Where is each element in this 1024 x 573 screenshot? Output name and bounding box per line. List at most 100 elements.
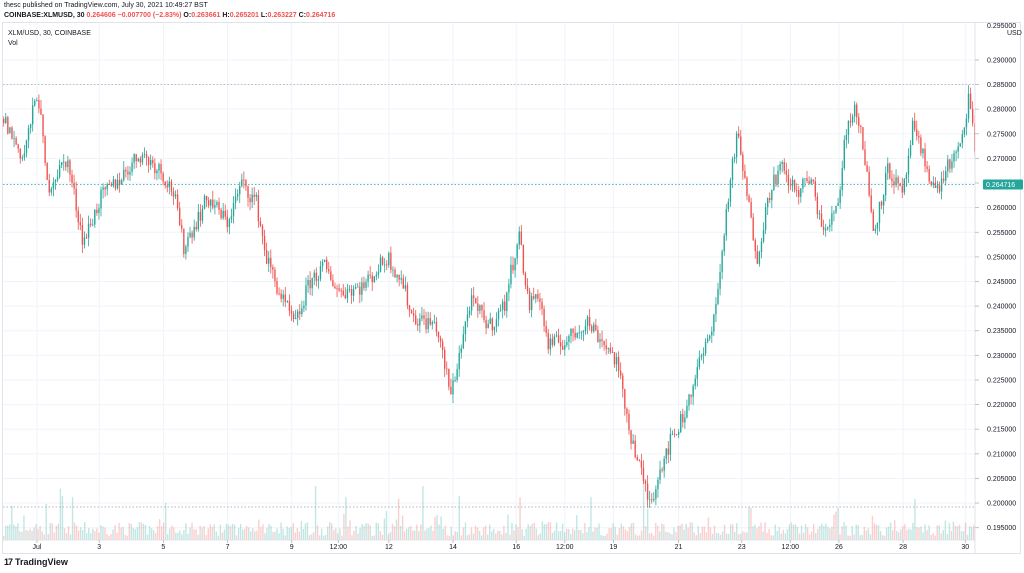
volume-bar [673,527,675,540]
tradingview-brand[interactable]: 17 TradingView [4,557,68,567]
candle-body [75,188,77,211]
volume-bar [513,530,515,540]
volume-bar [780,533,782,540]
volume-bar [17,523,19,540]
candle-body [127,171,129,175]
time-tick-label: 12:00 [556,544,574,551]
volume-bar [15,526,17,540]
candle-body [688,394,690,406]
volume-bar [181,534,183,540]
candle-body [601,339,603,341]
candle-body [491,318,494,331]
candle-body [216,202,218,206]
volume-bar [928,525,930,540]
candle-body [551,338,554,345]
candle-body [220,209,222,219]
volume-bar [440,516,442,540]
candle-body [261,225,264,236]
candle-body [595,324,597,330]
candle-body [427,318,429,330]
volume-bar [138,522,141,540]
volume-bar [355,525,357,540]
candle-body [907,155,910,175]
chart-frame [2,22,1021,554]
volume-bar [517,527,519,540]
volume-bar [292,522,294,540]
candle-body [856,104,858,118]
volume-bar [600,535,602,540]
volume-bar [75,525,78,540]
volume-bar [154,532,157,540]
price-tick-label: 0.290000 [987,57,1016,64]
volume-bar [497,530,499,540]
price-tick-label: 0.210000 [987,451,1016,458]
volume-bar [395,519,398,540]
candle-body [241,179,243,186]
candle-body [928,169,930,182]
candle-body [553,336,556,345]
volume-legend[interactable]: Vol [8,40,18,47]
volume-bar [478,530,481,540]
candle-body [839,189,841,203]
candle-body [224,210,226,217]
volume-bar [926,530,928,540]
volume-bar [788,524,791,540]
candle-body [423,315,425,319]
candle-body [9,127,11,134]
volume-bar [964,522,967,540]
volume-bar [120,527,122,540]
candle-body [479,305,481,311]
candle-body [189,232,191,238]
candle-body [514,258,516,271]
candle-body [775,174,777,184]
candle-body [562,346,564,350]
candle-body [218,202,220,210]
volume-bar [391,523,394,540]
candle-body [568,336,570,342]
volume-bar [940,533,942,540]
volume-bar [363,525,365,540]
volume-bar [375,522,377,540]
candle-body [675,434,678,436]
candle-body [185,246,187,254]
candle-body [116,179,119,189]
candle-body [145,154,148,158]
candle-body [429,318,431,325]
volume-bar [134,529,137,540]
volume-bar [515,524,517,540]
candle-body [653,498,655,501]
price-tick-label: 0.250000 [987,254,1016,261]
close-value: 0.264716 [306,12,336,19]
candle-body [174,194,177,197]
volume-bar [160,526,163,540]
candle-body [268,257,270,264]
series-legend[interactable]: XLM/USD, 30, COINBASE [8,30,91,37]
volume-bar [679,525,681,540]
candle-body [152,160,154,164]
candle-body [779,163,781,171]
volume-bar [462,527,465,540]
volume-bar [968,525,971,540]
candle-body [632,440,634,444]
candle-body [292,313,295,320]
volume-bar [898,532,900,540]
candle-body [294,318,297,320]
candle-body [158,164,160,171]
volume-bar [223,529,226,540]
volume-bar [351,535,353,540]
volume-bar [25,530,27,540]
volume-bar [373,535,375,540]
volume-bar [752,526,754,540]
volume-bar [140,522,143,540]
candle-body [949,159,951,169]
volume-bar [5,525,7,540]
volume-bar [669,533,671,540]
candle-body [694,378,696,386]
volume-bar [335,528,337,540]
volume-bar [541,521,544,540]
candle-body [383,264,386,266]
candle-body [918,135,920,138]
volume-bar [736,523,738,540]
candle-body [251,194,253,203]
